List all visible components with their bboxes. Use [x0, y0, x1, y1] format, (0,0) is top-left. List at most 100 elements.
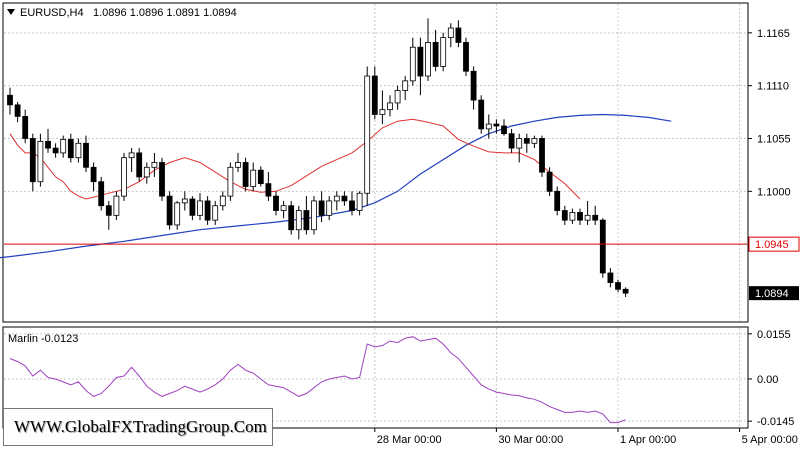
indicator-axis: 0.0155 0.00 -0.0145 — [748, 329, 794, 428]
candle-body — [98, 181, 105, 207]
candle-body — [371, 75, 378, 115]
indicator-label: Marlin -0.0123 — [8, 333, 78, 345]
candle-body — [326, 200, 333, 216]
candle-body — [265, 183, 272, 197]
candle-body — [501, 125, 507, 135]
candle-body — [364, 75, 371, 194]
candle-body — [569, 212, 576, 221]
candle-body — [311, 200, 317, 231]
time-tick-label: 5 Apr 00:00 — [742, 434, 798, 446]
candle-body — [204, 200, 211, 221]
candle-body — [379, 109, 386, 115]
candle-body — [235, 162, 241, 168]
candle-body — [425, 42, 431, 77]
candle-body — [417, 46, 424, 77]
candle-body — [455, 27, 462, 43]
candle-body — [531, 138, 538, 144]
symbol-label: EURUSD,H4 — [20, 7, 84, 19]
indicator-tick-label: -0.0145 — [757, 416, 794, 428]
watermark: WWW.GlobalFXTradingGroup.Com — [3, 408, 273, 446]
candle-body — [432, 42, 439, 67]
candle-body — [333, 195, 340, 202]
last-price-label: 1.0894 — [755, 288, 789, 300]
candle-body — [242, 162, 249, 187]
candle-body — [622, 288, 629, 294]
candle-body — [523, 138, 530, 144]
indicator-tick-label: 0.0155 — [757, 329, 791, 341]
candle-body — [75, 142, 82, 159]
candle-body — [303, 210, 310, 231]
candle-body — [212, 205, 219, 221]
candle-body — [516, 138, 523, 149]
time-tick-label: 1 Apr 00:00 — [620, 434, 676, 446]
candle-body — [113, 195, 120, 216]
ma-fast-line — [9, 118, 581, 200]
candle-body — [29, 138, 36, 183]
candle-body — [394, 90, 401, 104]
time-axis: 28 Mar 00:00 30 Mar 00:00 1 Apr 00:00 5 Apr… — [374, 428, 798, 446]
candle-body — [554, 190, 561, 211]
candle-body — [409, 46, 416, 82]
triangle-down-icon[interactable] — [7, 9, 15, 15]
candle-body — [508, 133, 515, 149]
candle-body — [447, 27, 454, 39]
candle-body — [288, 205, 295, 231]
candle-body — [7, 94, 13, 106]
candle-body — [143, 166, 150, 178]
candle-body — [22, 115, 29, 139]
candle-body — [318, 200, 325, 216]
candle-body — [257, 169, 264, 185]
marlin-series-line — [9, 336, 626, 424]
candle-body — [561, 210, 568, 221]
price-tick-label: 1.1000 — [757, 186, 791, 198]
candle-body — [356, 192, 363, 211]
candlesticks — [7, 18, 629, 297]
candle-body — [45, 140, 51, 149]
candle-body — [478, 99, 485, 130]
candle-body — [67, 139, 74, 159]
price-tick-label: 1.1055 — [757, 133, 791, 145]
candle-body — [273, 195, 279, 211]
indicator-tick-label: 0.00 — [757, 374, 778, 386]
candle-body — [181, 198, 188, 204]
candle-body — [539, 138, 545, 173]
candle-body — [60, 139, 67, 154]
candle-body — [280, 205, 287, 211]
candle-body — [37, 140, 44, 183]
grid — [4, 4, 747, 427]
candle-body — [295, 210, 302, 231]
candle-body — [387, 102, 393, 111]
ohlc-label: 1.0896 1.0896 1.0891 1.0894 — [93, 7, 237, 19]
candle-body — [151, 162, 158, 168]
candle-body — [219, 195, 226, 207]
candle-body — [189, 198, 196, 216]
level-price-tag — [748, 236, 800, 252]
candle-body — [592, 214, 599, 221]
candle-body — [485, 123, 492, 130]
candle-body — [577, 212, 583, 221]
price-tick-label: 1.1165 — [757, 28, 790, 40]
candle-body — [174, 202, 181, 226]
candle-body — [607, 272, 614, 283]
candle-body — [197, 200, 203, 216]
candle-body — [584, 214, 591, 221]
price-panel[interactable] — [2, 2, 749, 323]
price-axis: 1.1165 1.1110 1.1055 1.1000 1.0945 1.0894 — [748, 28, 800, 301]
candle-body — [349, 200, 355, 211]
candle-body — [136, 152, 143, 178]
candle-body — [121, 157, 127, 197]
candle-body — [546, 171, 553, 192]
moving-averages — [0, 113, 672, 259]
candle-body — [166, 195, 173, 226]
last-price-tag — [749, 286, 799, 301]
candle-body — [227, 166, 234, 197]
ma-slow-line — [0, 113, 672, 259]
candle-body — [128, 152, 135, 159]
candle-body — [250, 169, 257, 187]
candle-body — [493, 123, 500, 127]
candle-body — [341, 195, 348, 202]
time-tick-label: 28 Mar 00:00 — [377, 434, 442, 446]
candle-body — [470, 70, 477, 101]
candle-body — [615, 282, 621, 290]
